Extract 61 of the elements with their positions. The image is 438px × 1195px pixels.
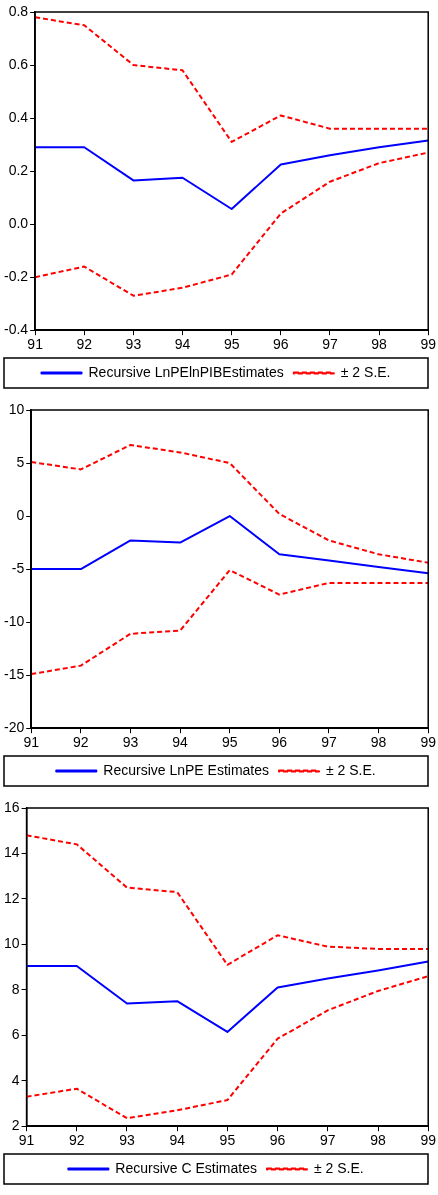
x-tick-label: 92: [73, 734, 89, 751]
x-tick-label: 93: [125, 336, 142, 353]
y-tick-label: -0.4: [4, 321, 29, 338]
y-tick-label: 8: [11, 980, 20, 997]
x-tick-label: 99: [420, 1132, 437, 1149]
x-tick-label: 94: [172, 734, 189, 751]
line-series: [26, 834, 429, 966]
y-tick-label: 0.0: [8, 214, 29, 231]
x-tick-label: 91: [27, 336, 44, 353]
legend-label: Recursive LnPE Estimates: [103, 761, 270, 778]
x-tick-label: 97: [321, 734, 337, 751]
x-tick-label: 92: [76, 336, 93, 353]
line-series: [31, 444, 429, 564]
x-tick-label: 99: [420, 734, 437, 751]
x-tick-label: 97: [322, 336, 338, 353]
y-tick-label: 10: [8, 400, 25, 417]
y-tick-label: 10: [3, 935, 20, 952]
x-tick-label: 93: [119, 1132, 135, 1149]
line-series: [35, 16, 429, 143]
x-tick-label: 94: [169, 1132, 186, 1149]
y-tick-label: -15: [4, 666, 25, 683]
x-tick-label: 95: [219, 1132, 236, 1149]
y-tick-label: -10: [4, 612, 25, 629]
x-tick-label: 91: [18, 1132, 35, 1149]
legend-label: ± 2 S.E.: [313, 1159, 364, 1176]
x-tick-label: 98: [370, 734, 387, 751]
y-tick-label: 0.8: [8, 2, 29, 19]
y-tick-label: 2: [11, 1117, 20, 1134]
y-tick-label: 14: [3, 844, 20, 861]
y-tick-label: 0.4: [8, 108, 29, 125]
legend-label: ± 2 S.E.: [326, 761, 376, 778]
y-tick-label: 0: [16, 506, 25, 523]
line-series: [35, 151, 429, 297]
legend-label: Recursive LnPElnPIBEstimates: [88, 363, 284, 380]
y-tick-label: 5: [16, 453, 25, 470]
line-series: [26, 975, 429, 1120]
x-tick-label: 96: [273, 336, 289, 353]
x-tick-label: 97: [320, 1132, 336, 1149]
x-tick-label: 98: [371, 336, 388, 353]
legend-label: Recursive C Estimates: [115, 1159, 257, 1176]
x-tick-label: 98: [370, 1132, 387, 1149]
x-tick-label: 95: [223, 336, 240, 353]
x-tick-label: 96: [271, 734, 288, 751]
x-tick-label: 95: [221, 734, 238, 751]
x-tick-label: 92: [68, 1132, 85, 1149]
x-tick-label: 99: [420, 336, 437, 353]
x-tick-label: 91: [23, 734, 40, 751]
y-tick-label: -5: [11, 559, 25, 576]
x-tick-label: 94: [174, 336, 191, 353]
legend-label: ± 2 S.E.: [340, 363, 391, 380]
y-tick-label: 16: [3, 798, 20, 815]
x-tick-label: 93: [122, 734, 139, 751]
y-tick-label: -20: [4, 719, 25, 736]
y-tick-label: 12: [3, 889, 20, 906]
y-tick-label: 0.2: [8, 161, 29, 178]
y-tick-label: 4: [11, 1071, 20, 1088]
line-series: [31, 569, 429, 676]
y-tick-label: 0.6: [8, 55, 29, 72]
y-tick-label: 6: [11, 1026, 20, 1043]
y-tick-label: -0.2: [4, 268, 29, 285]
x-tick-label: 96: [269, 1132, 286, 1149]
